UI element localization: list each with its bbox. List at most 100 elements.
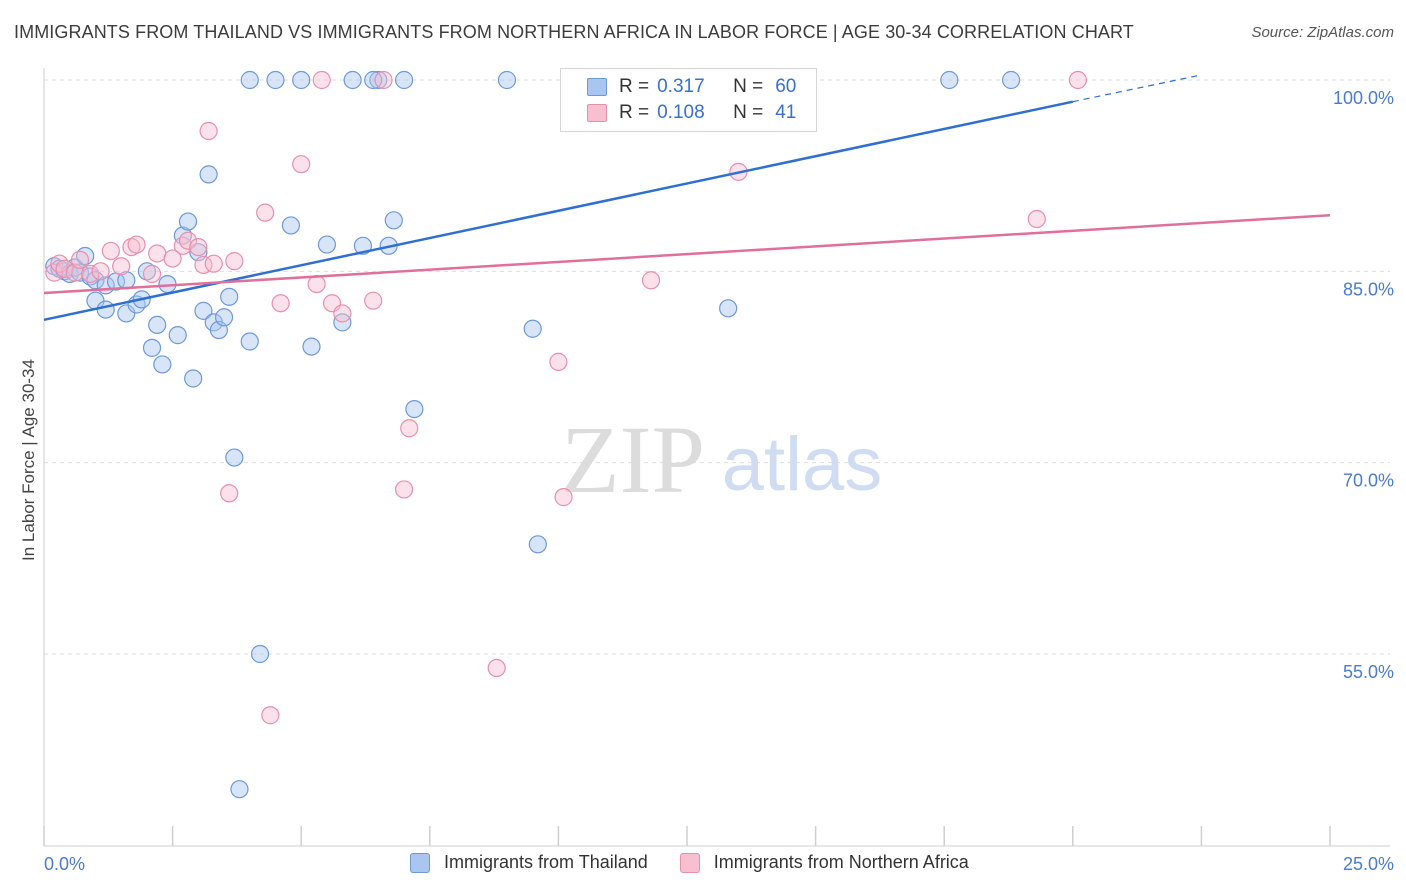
source-credit: Source: ZipAtlas.com bbox=[1251, 24, 1394, 41]
point-northern-africa bbox=[55, 259, 74, 278]
point-northern-africa bbox=[271, 294, 290, 313]
point-northern-africa bbox=[394, 480, 414, 499]
legend-label-northern-africa: Immigrants from Northern Africa bbox=[713, 852, 969, 872]
point-northern-africa bbox=[220, 484, 239, 503]
point-thailand bbox=[250, 644, 270, 664]
legend-r-value: 0.317 bbox=[657, 76, 705, 97]
y-tick-label: 100.0% bbox=[1333, 88, 1394, 108]
point-thailand bbox=[364, 70, 383, 90]
point-thailand bbox=[214, 308, 234, 327]
x-tick-label-min: 0.0% bbox=[44, 854, 85, 874]
data-points bbox=[45, 70, 1088, 799]
point-northern-africa bbox=[292, 155, 311, 174]
point-northern-africa bbox=[364, 291, 383, 310]
point-thailand bbox=[194, 301, 213, 320]
legend-r-label: R = bbox=[619, 102, 650, 123]
point-thailand bbox=[384, 211, 403, 230]
point-northern-africa bbox=[142, 264, 162, 283]
point-northern-africa bbox=[173, 236, 192, 255]
point-northern-africa bbox=[261, 706, 280, 725]
point-northern-africa bbox=[45, 263, 64, 282]
point-thailand bbox=[230, 780, 249, 799]
point-northern-africa bbox=[225, 252, 244, 271]
point-northern-africa bbox=[91, 262, 110, 281]
point-thailand bbox=[281, 216, 301, 235]
point-thailand bbox=[528, 535, 547, 554]
legend-n-value: 41 bbox=[775, 102, 797, 123]
legend-swatch-thailand bbox=[410, 852, 430, 873]
legend-n-label: N = bbox=[733, 76, 764, 97]
point-thailand bbox=[405, 399, 424, 419]
point-northern-africa bbox=[554, 488, 573, 507]
chart-title: IMMIGRANTS FROM THAILAND VS IMMIGRANTS F… bbox=[14, 22, 1134, 42]
trend-line-northern-africa bbox=[43, 213, 1331, 295]
point-northern-africa bbox=[101, 241, 120, 261]
point-thailand bbox=[369, 70, 388, 90]
legend-swatch-northern-africa bbox=[587, 104, 607, 122]
point-northern-africa bbox=[50, 254, 69, 273]
point-northern-africa bbox=[312, 70, 331, 90]
point-northern-africa bbox=[256, 203, 275, 222]
point-northern-africa bbox=[333, 304, 352, 323]
point-northern-africa bbox=[1027, 209, 1046, 229]
point-thailand bbox=[240, 332, 259, 351]
point-thailand bbox=[142, 338, 162, 357]
point-northern-africa bbox=[487, 658, 506, 678]
point-northern-africa bbox=[307, 274, 326, 294]
watermark-zip: ZIP bbox=[561, 406, 705, 513]
legend-n-value: 60 bbox=[775, 76, 797, 97]
legend-swatch-northern-africa bbox=[679, 852, 700, 873]
point-thailand bbox=[137, 262, 156, 281]
trend-line-thailand-extension bbox=[1072, 74, 1202, 103]
point-thailand bbox=[343, 70, 362, 90]
point-thailand bbox=[168, 326, 187, 345]
point-northern-africa bbox=[112, 257, 131, 276]
y-tick-label: 70.0% bbox=[1343, 471, 1394, 491]
point-northern-africa bbox=[70, 250, 90, 269]
y-axis-label: In Labor Force | Age 30-34 bbox=[19, 359, 38, 561]
point-northern-africa bbox=[374, 70, 393, 90]
point-thailand bbox=[153, 355, 172, 374]
point-thailand bbox=[497, 70, 517, 90]
trend-line-thailand bbox=[43, 100, 1074, 322]
point-thailand bbox=[940, 70, 959, 90]
point-northern-africa bbox=[199, 121, 218, 141]
point-thailand bbox=[394, 70, 414, 90]
legend-row-thailand: R = 0.317 N = 60 bbox=[587, 75, 796, 99]
axes bbox=[43, 68, 1390, 847]
point-thailand bbox=[240, 70, 259, 90]
point-northern-africa bbox=[549, 352, 568, 371]
legend-label-thailand: Immigrants from Thailand bbox=[444, 852, 648, 872]
point-northern-africa bbox=[127, 235, 146, 254]
point-northern-africa bbox=[122, 237, 141, 257]
point-northern-africa bbox=[148, 244, 167, 263]
point-thailand bbox=[117, 304, 136, 323]
grid-lines bbox=[44, 79, 1390, 655]
point-northern-africa bbox=[189, 237, 208, 257]
x-tick-label-max: 25.0% bbox=[1343, 854, 1394, 874]
point-thailand bbox=[148, 315, 167, 335]
point-thailand bbox=[292, 70, 311, 90]
y-tick-labels: 55.0% 70.0% 85.0% 100.0% bbox=[1333, 88, 1394, 682]
watermark-atlas: atlas bbox=[722, 422, 883, 507]
point-northern-africa bbox=[178, 231, 198, 250]
point-thailand bbox=[184, 369, 203, 388]
point-thailand bbox=[317, 235, 337, 254]
point-northern-africa bbox=[163, 249, 182, 268]
stats-legend: R = 0.317 N = 60 R = 0.108 N = 41 bbox=[560, 68, 817, 132]
legend-r-value: 0.108 bbox=[657, 102, 705, 123]
legend-item-northern-africa: Immigrants from Northern Africa bbox=[679, 852, 969, 873]
point-thailand bbox=[302, 337, 321, 356]
legend-swatch-thailand bbox=[587, 78, 607, 96]
point-thailand bbox=[266, 70, 285, 90]
y-tick-label: 85.0% bbox=[1343, 279, 1394, 299]
point-thailand bbox=[523, 319, 542, 338]
legend-item-thailand: Immigrants from Thailand bbox=[410, 852, 648, 873]
point-northern-africa bbox=[400, 419, 419, 438]
point-thailand bbox=[199, 165, 218, 184]
point-northern-africa bbox=[641, 271, 661, 290]
point-thailand bbox=[96, 300, 115, 319]
y-tick-label: 55.0% bbox=[1343, 662, 1394, 682]
legend-row-northern-africa: R = 0.108 N = 41 bbox=[587, 101, 796, 125]
